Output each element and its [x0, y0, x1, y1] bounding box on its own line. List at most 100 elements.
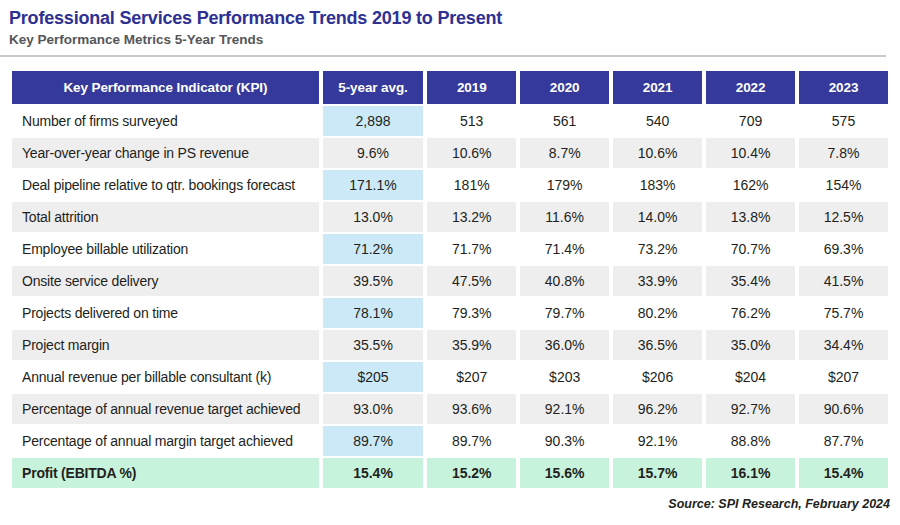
row-label: Number of firms surveyed: [12, 106, 319, 136]
cell-value: 75.7%: [799, 298, 888, 328]
table-body: Number of firms surveyed2,89851356154070…: [12, 106, 888, 488]
cell-5yr-avg: 2,898: [323, 106, 424, 136]
cell-value: 10.6%: [427, 138, 516, 168]
table-row-profit: Profit (EBITDA %)15.4%15.2%15.6%15.7%16.…: [12, 458, 888, 488]
cell-value: 35.9%: [427, 330, 516, 360]
cell-value: 90.3%: [520, 426, 609, 456]
row-label: Project margin: [12, 330, 319, 360]
report-header: Professional Services Performance Trends…: [0, 0, 900, 48]
table-row: Total attrition13.0%13.2%11.6%14.0%13.8%…: [12, 202, 888, 232]
cell-value: 513: [427, 106, 516, 136]
row-label: Year-over-year change in PS revenue: [12, 138, 319, 168]
cell-5yr-avg: 71.2%: [323, 234, 424, 264]
cell-value: $207: [799, 362, 888, 392]
cell-value: 80.2%: [613, 298, 702, 328]
row-label: Percentage of annual revenue target achi…: [12, 394, 319, 424]
cell-value: 12.5%: [799, 202, 888, 232]
table-row: Deal pipeline relative to qtr. bookings …: [12, 170, 888, 200]
cell-value: 71.4%: [520, 234, 609, 264]
cell-value: 179%: [520, 170, 609, 200]
cell-5yr-avg: 13.0%: [323, 202, 424, 232]
header-cell-2022: 2022: [706, 71, 795, 104]
cell-5yr-avg: 15.4%: [323, 458, 424, 488]
cell-value: 10.4%: [706, 138, 795, 168]
table-row: Project margin35.5%35.9%36.0%36.5%35.0%3…: [12, 330, 888, 360]
cell-value: 35.4%: [706, 266, 795, 296]
cell-value: $207: [427, 362, 516, 392]
cell-value: 89.7%: [427, 426, 516, 456]
cell-value: $206: [613, 362, 702, 392]
cell-5yr-avg: 9.6%: [323, 138, 424, 168]
table-row: Percentage of annual margin target achie…: [12, 426, 888, 456]
cell-value: 16.1%: [706, 458, 795, 488]
cell-value: 47.5%: [427, 266, 516, 296]
row-label: Projects delivered on time: [12, 298, 319, 328]
row-label: Deal pipeline relative to qtr. bookings …: [12, 170, 319, 200]
cell-5yr-avg: 93.0%: [323, 394, 424, 424]
cell-5yr-avg: 171.1%: [323, 170, 424, 200]
cell-5yr-avg: 89.7%: [323, 426, 424, 456]
header-cell-5-year-avg-: 5-year avg.: [323, 71, 424, 104]
page-title: Professional Services Performance Trends…: [9, 7, 892, 30]
row-label: Employee billable utilization: [12, 234, 319, 264]
table-row: Percentage of annual revenue target achi…: [12, 394, 888, 424]
row-label: Profit (EBITDA %): [12, 458, 319, 488]
row-label: Total attrition: [12, 202, 319, 232]
cell-value: $203: [520, 362, 609, 392]
table-row: Projects delivered on time78.1%79.3%79.7…: [12, 298, 888, 328]
cell-value: 79.7%: [520, 298, 609, 328]
cell-value: 71.7%: [427, 234, 516, 264]
cell-value: 15.6%: [520, 458, 609, 488]
cell-value: 35.0%: [706, 330, 795, 360]
cell-value: 36.0%: [520, 330, 609, 360]
header-cell-kpi: Key Performance Indicator (KPI): [12, 71, 319, 104]
cell-5yr-avg: $205: [323, 362, 424, 392]
cell-value: 14.0%: [613, 202, 702, 232]
cell-value: 709: [706, 106, 795, 136]
header-divider: [0, 55, 886, 57]
row-label: Percentage of annual margin target achie…: [12, 426, 319, 456]
cell-value: 15.2%: [427, 458, 516, 488]
cell-value: 13.2%: [427, 202, 516, 232]
cell-value: 10.6%: [613, 138, 702, 168]
cell-value: 69.3%: [799, 234, 888, 264]
cell-value: 93.6%: [427, 394, 516, 424]
cell-value: 41.5%: [799, 266, 888, 296]
cell-value: 40.8%: [520, 266, 609, 296]
cell-value: 92.1%: [520, 394, 609, 424]
table-row: Annual revenue per billable consultant (…: [12, 362, 888, 392]
table-row: Employee billable utilization71.2%71.7%7…: [12, 234, 888, 264]
cell-value: 96.2%: [613, 394, 702, 424]
header-cell-2020: 2020: [520, 71, 609, 104]
row-label: Annual revenue per billable consultant (…: [12, 362, 319, 392]
header-cell-2019: 2019: [427, 71, 516, 104]
cell-value: 8.7%: [520, 138, 609, 168]
cell-value: 183%: [613, 170, 702, 200]
cell-value: 181%: [427, 170, 516, 200]
header-cell-2023: 2023: [799, 71, 888, 104]
cell-value: 154%: [799, 170, 888, 200]
cell-value: $204: [706, 362, 795, 392]
cell-value: 92.7%: [706, 394, 795, 424]
header-cell-2021: 2021: [613, 71, 702, 104]
cell-value: 13.8%: [706, 202, 795, 232]
cell-value: 15.7%: [613, 458, 702, 488]
table-row: Year-over-year change in PS revenue9.6%1…: [12, 138, 888, 168]
kpi-table: Key Performance Indicator (KPI)5-year av…: [8, 69, 892, 490]
cell-value: 70.7%: [706, 234, 795, 264]
table-header-row: Key Performance Indicator (KPI)5-year av…: [12, 71, 888, 104]
cell-value: 88.8%: [706, 426, 795, 456]
row-label: Onsite service delivery: [12, 266, 319, 296]
table-row: Number of firms surveyed2,89851356154070…: [12, 106, 888, 136]
cell-5yr-avg: 39.5%: [323, 266, 424, 296]
cell-value: 11.6%: [520, 202, 609, 232]
cell-value: 92.1%: [613, 426, 702, 456]
cell-value: 76.2%: [706, 298, 795, 328]
cell-5yr-avg: 78.1%: [323, 298, 424, 328]
cell-value: 34.4%: [799, 330, 888, 360]
cell-5yr-avg: 35.5%: [323, 330, 424, 360]
cell-value: 90.6%: [799, 394, 888, 424]
cell-value: 561: [520, 106, 609, 136]
source-note: Source: SPI Research, February 2024: [0, 497, 890, 511]
cell-value: 575: [799, 106, 888, 136]
